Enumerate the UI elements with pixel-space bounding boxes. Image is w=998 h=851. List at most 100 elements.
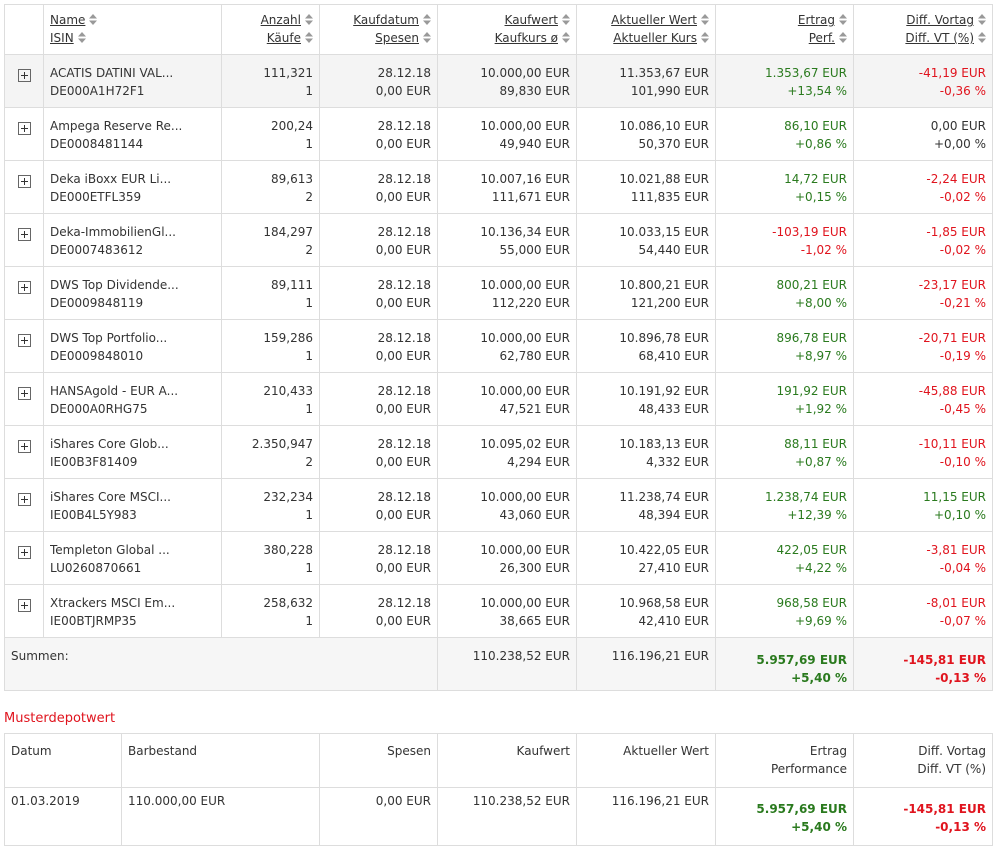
sort-link[interactable]: Aktueller Wert — [611, 13, 697, 27]
cell-text: 10.007,16 EUR — [480, 172, 570, 186]
sort-link[interactable]: Name — [50, 13, 86, 27]
cell-text: 89,111 — [271, 278, 313, 292]
sort-link[interactable]: Aktueller Kurs — [613, 31, 697, 45]
header-cell: Kaufdatum Spesen — [319, 4, 438, 55]
cell-text: 28.12.18 — [377, 331, 431, 345]
cell-text: 26,300 EUR — [499, 561, 570, 575]
cell-text: 112,220 EUR — [491, 296, 570, 310]
sort-link[interactable]: Anzahl — [260, 13, 301, 27]
header-cell: Aktueller Wert Aktueller Kurs — [576, 4, 716, 55]
data-cell: 10.021,88 EUR 111,835 EUR — [576, 160, 716, 214]
cell-text: Templeton Global ... — [50, 543, 170, 557]
cell-text: 110.238,52 EUR — [472, 794, 570, 808]
header-cell — [4, 4, 44, 55]
data-cell: 11.238,74 EUR 48,394 EUR — [576, 478, 716, 532]
cell-text: 0,00 EUR — [930, 119, 986, 133]
sort-icon[interactable] — [423, 32, 431, 43]
expand-button[interactable] — [17, 440, 31, 453]
cell-text: 28.12.18 — [377, 384, 431, 398]
sort-icon[interactable] — [701, 14, 709, 25]
sort-link[interactable]: Kaufkurs ø — [494, 31, 558, 45]
expand-button[interactable] — [17, 546, 31, 559]
portfolio-table: Name ISIN Anzahl Käufe Kaufdatum Spesen Kaufwe… — [4, 4, 993, 691]
cell-text: 4,294 EUR — [507, 455, 570, 469]
header-cell: Diff. Vortag Diff. VT (%) — [853, 4, 993, 55]
cell-text: 5.957,69 EUR — [756, 653, 847, 667]
cell-text: 10.136,34 EUR — [480, 225, 570, 239]
data-cell: 116.196,21 EUR — [576, 787, 716, 846]
sort-link[interactable]: Spesen — [375, 31, 419, 45]
expand-button[interactable] — [17, 175, 31, 188]
data-cell: 28.12.18 0,00 EUR — [319, 372, 438, 426]
cell-text: 10.000,00 EUR — [480, 543, 570, 557]
data-cell: -1,85 EUR -0,02 % — [853, 213, 993, 267]
sort-icon[interactable] — [839, 14, 847, 25]
data-cell: 422,05 EUR +4,22 % — [715, 531, 854, 585]
sort-link[interactable]: Käufe — [266, 31, 301, 45]
cell-text: Deka-ImmobilienGl... — [50, 225, 176, 239]
data-cell: 86,10 EUR +0,86 % — [715, 107, 854, 161]
data-cell: 10.968,58 EUR 42,410 EUR — [576, 584, 716, 638]
expand-button[interactable] — [17, 281, 31, 294]
cell-text: 38,665 EUR — [499, 614, 570, 628]
sort-icon[interactable] — [423, 14, 431, 25]
sort-icon[interactable] — [89, 14, 98, 25]
cell-text: 1 — [305, 296, 313, 310]
data-cell: 10.000,00 EUR 26,300 EUR — [437, 531, 577, 585]
expand-cell — [4, 478, 44, 532]
sort-link[interactable]: Ertrag — [797, 13, 835, 27]
expand-button[interactable] — [17, 387, 31, 400]
data-cell: -3,81 EUR -0,04 % — [853, 531, 993, 585]
data-cell: 28.12.18 0,00 EUR — [319, 478, 438, 532]
data-cell: 968,58 EUR +9,69 % — [715, 584, 854, 638]
sort-icon[interactable] — [562, 14, 570, 25]
expand-button[interactable] — [17, 493, 31, 506]
sort-link[interactable]: Perf. — [808, 31, 835, 45]
sort-link[interactable]: ISIN — [50, 31, 74, 45]
data-cell: 11,15 EUR +0,10 % — [853, 478, 993, 532]
header-line: Kaufkurs ø — [444, 29, 570, 47]
expand-button[interactable] — [17, 122, 31, 135]
sort-icon[interactable] — [305, 32, 313, 43]
sort-arrows — [701, 14, 709, 25]
cell-text: -10,11 EUR — [918, 437, 986, 451]
expand-button[interactable] — [17, 334, 31, 347]
expand-button[interactable] — [17, 228, 31, 241]
cell-text: 111,835 EUR — [630, 190, 709, 204]
expand-button[interactable] — [17, 69, 31, 82]
sort-arrows — [978, 14, 986, 25]
sort-link[interactable]: Kaufdatum — [353, 13, 419, 27]
header-line: Name — [50, 11, 215, 29]
position-row: iShares Core Glob... IE00B3F81409 2.350,94… — [4, 425, 993, 479]
sort-link[interactable]: Kaufwert — [504, 13, 558, 27]
expand-button[interactable] — [17, 599, 31, 612]
data-cell: 10.183,13 EUR 4,332 EUR — [576, 425, 716, 479]
sort-icon[interactable] — [839, 32, 847, 43]
sort-icon[interactable] — [978, 32, 986, 43]
expand-cell — [4, 160, 44, 214]
data-cell: 89,613 2 — [221, 160, 320, 214]
cell-text: 1 — [305, 349, 313, 363]
cell-text: 10.968,58 EUR — [619, 596, 709, 610]
cell-text: 10.191,92 EUR — [619, 384, 709, 398]
sort-arrows — [305, 32, 313, 43]
sort-icon[interactable] — [77, 32, 86, 43]
cell-text: 968,58 EUR — [776, 596, 847, 610]
data-cell: -45,88 EUR -0,45 % — [853, 372, 993, 426]
data-cell: 10.007,16 EUR 111,671 EUR — [437, 160, 577, 214]
sort-icon[interactable] — [305, 14, 313, 25]
sort-icon[interactable] — [562, 32, 570, 43]
cell-text: 1 — [305, 561, 313, 575]
data-cell: -8,01 EUR -0,07 % — [853, 584, 993, 638]
data-cell: 2.350,947 2 — [221, 425, 320, 479]
data-cell: -2,24 EUR -0,02 % — [853, 160, 993, 214]
sort-icon[interactable] — [701, 32, 709, 43]
data-cell: 10.800,21 EUR 121,200 EUR — [576, 266, 716, 320]
data-cell: 5.957,69 EUR +5,40 % — [715, 787, 854, 846]
expand-cell — [4, 213, 44, 267]
sort-link[interactable]: Diff. VT (%) — [905, 31, 974, 45]
sort-link[interactable]: Diff. Vortag — [906, 13, 974, 27]
sort-icon[interactable] — [978, 14, 986, 25]
cell-text: Deka iBoxx EUR Li... — [50, 172, 172, 186]
header-line: Diff. Vortag — [918, 744, 986, 758]
